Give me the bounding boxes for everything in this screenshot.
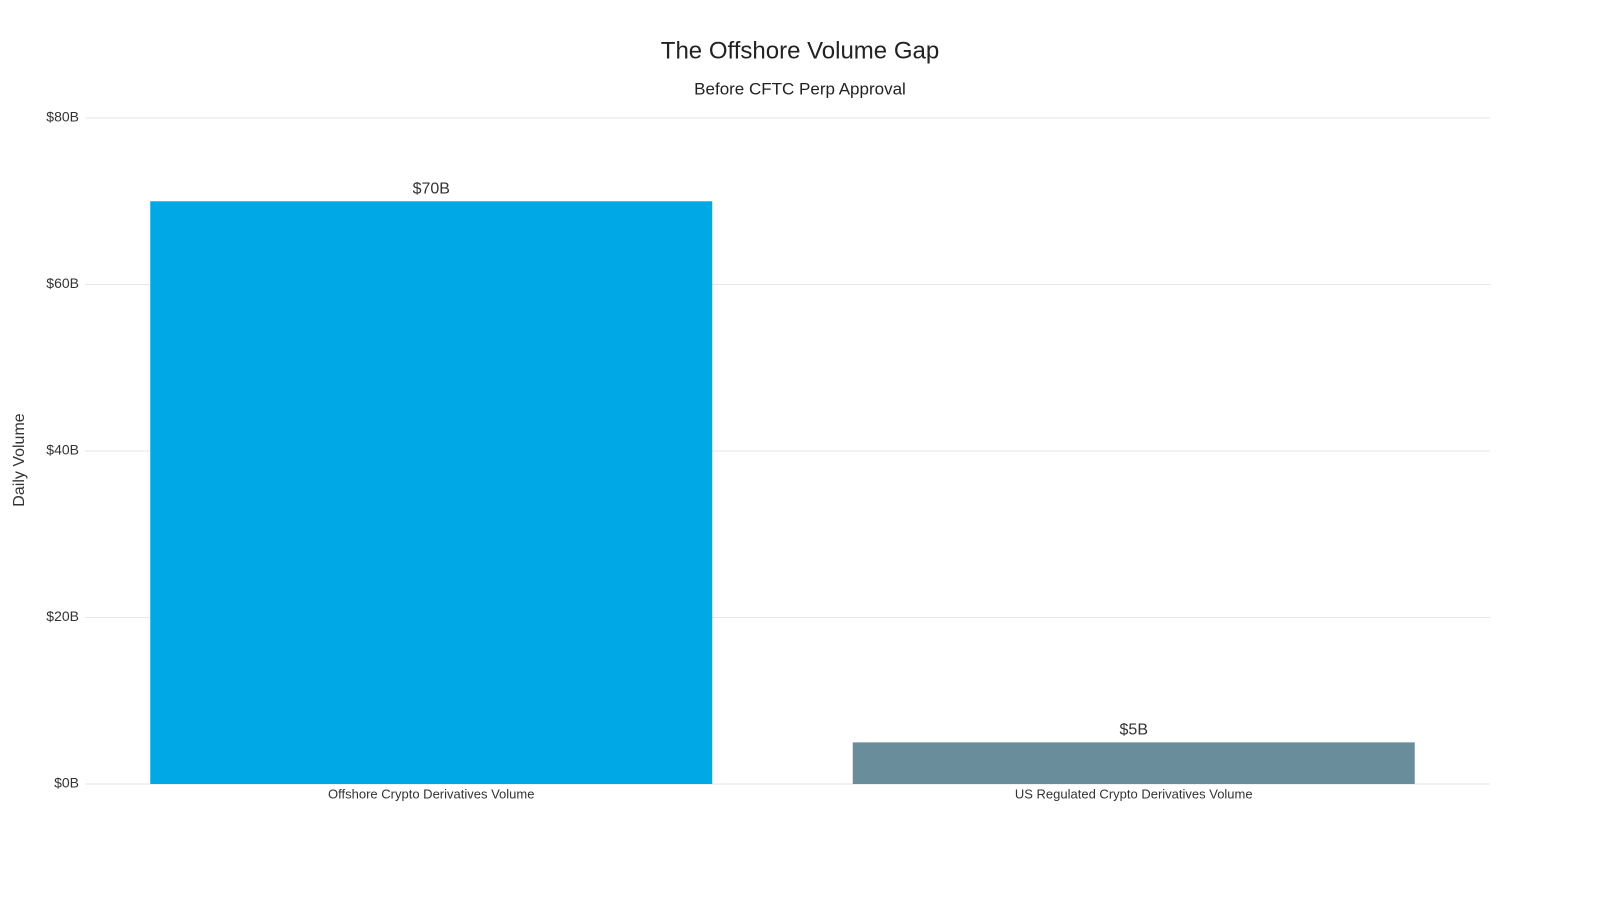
y-tick-label: $40B [46,442,79,458]
x-tick-label: US Regulated Crypto Derivatives Volume [1015,786,1253,801]
bar [852,742,1415,784]
chart-title: The Offshore Volume Gap [661,37,939,64]
data-label: $5B [1120,722,1148,739]
y-tick-label: $0B [54,775,79,791]
y-tick-label: $20B [46,608,79,624]
y-tick-label: $60B [46,275,79,291]
x-tick-label: Offshore Crypto Derivatives Volume [328,786,534,801]
data-label: $70B [413,180,450,197]
y-tick-label: $80B [46,109,79,125]
chart-subtitle: Before CFTC Perp Approval [694,79,906,98]
bar [150,201,713,784]
y-axis-title: Daily Volume [11,413,28,506]
